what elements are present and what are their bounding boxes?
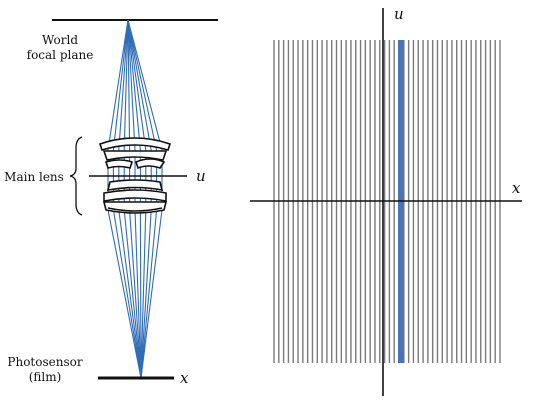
- light-ray: [112, 19, 142, 379]
- x-axis-label: x: [512, 179, 521, 197]
- light-ray: [127, 19, 163, 379]
- light-ray: [118, 19, 142, 379]
- lens-element: [104, 159, 134, 169]
- main-lens-label: Main lens: [4, 170, 64, 184]
- lens-element: [98, 137, 172, 151]
- light-field-plot: u x: [250, 5, 522, 396]
- photosensor-label-line1: Photosensor: [7, 355, 82, 369]
- ray-diagram: World focal plane u Main lens x Photosen…: [4, 19, 218, 387]
- lens-element: [102, 150, 168, 161]
- lens-element: [107, 207, 163, 212]
- lens-brace: [69, 136, 83, 216]
- u-axis-label: u: [394, 5, 404, 23]
- lens-axis-label: u: [196, 167, 206, 185]
- focal-plane-label-line1: World: [42, 33, 78, 47]
- lens-element: [135, 158, 166, 170]
- light-ray: [127, 19, 152, 379]
- light-ray: [107, 19, 142, 379]
- lens-element: [103, 189, 167, 202]
- light-ray: [127, 19, 158, 379]
- photosensor-label-line2: (film): [29, 370, 62, 384]
- main-lens: [98, 137, 172, 214]
- sensor-axis-label: x: [180, 369, 189, 387]
- focal-plane-label-line2: focal plane: [27, 48, 94, 62]
- lens-element: [106, 179, 164, 192]
